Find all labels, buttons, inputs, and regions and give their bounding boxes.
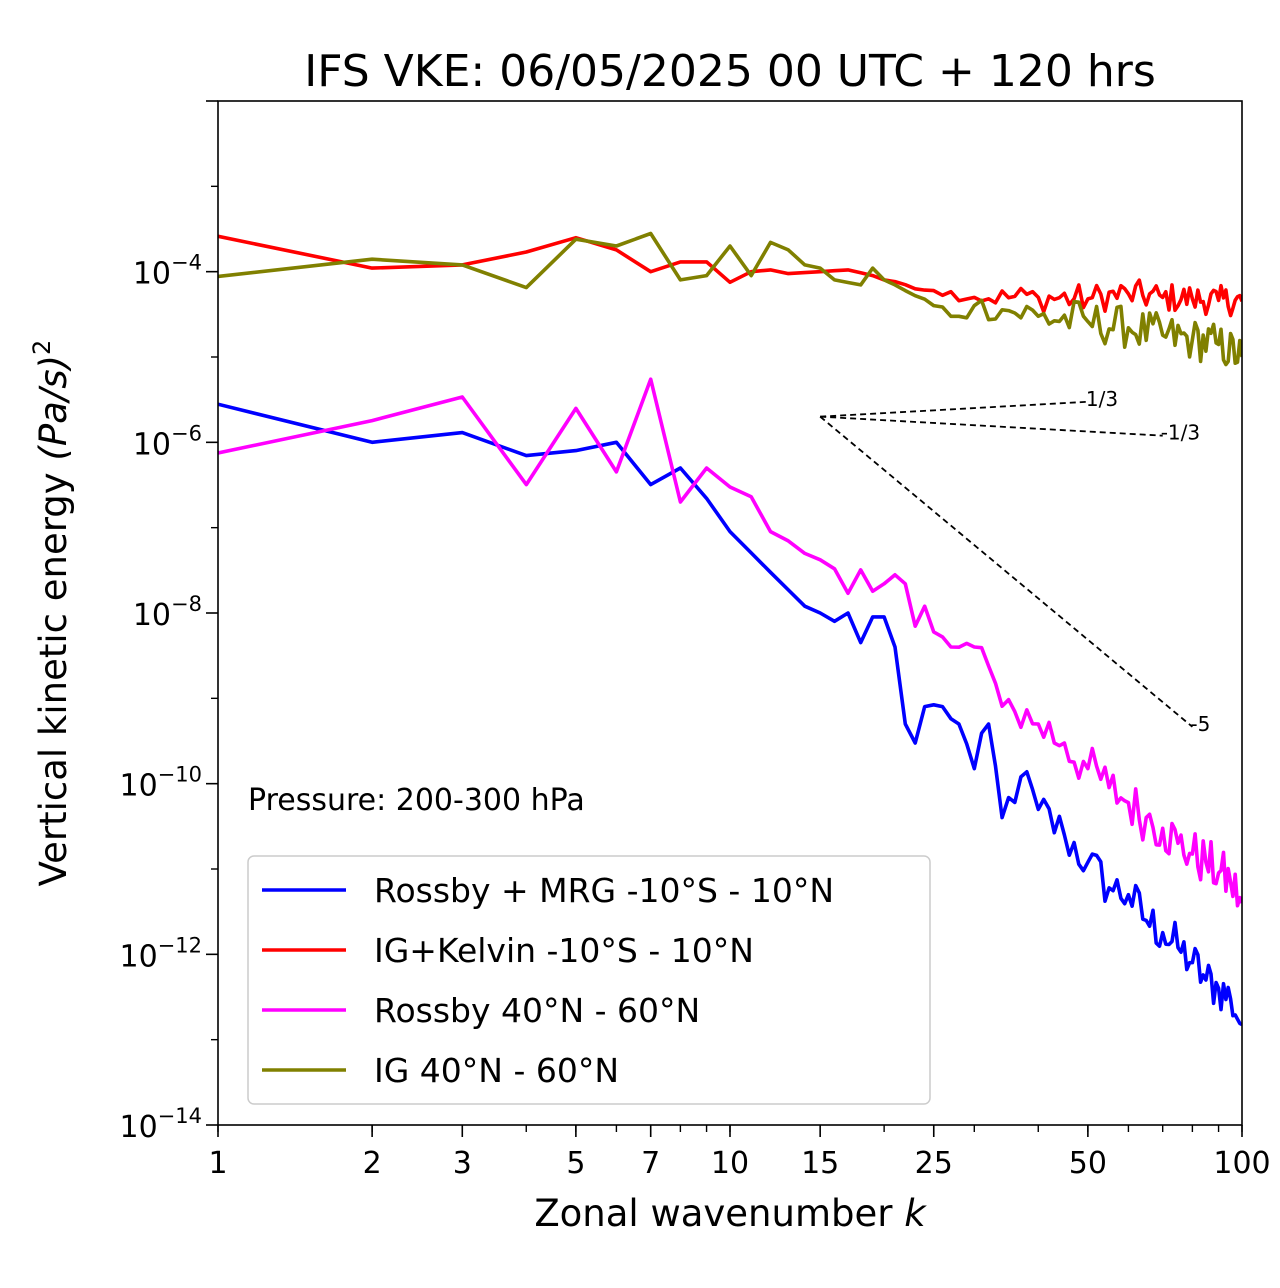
slope-label-2: -5 [1190, 712, 1210, 736]
y-tick-label: 10−6 [133, 421, 202, 462]
slope-label-1: -1/3 [1161, 421, 1200, 445]
pressure-annotation: Pressure: 200-300 hPa [248, 783, 585, 818]
x-tick-label: 10 [711, 1146, 749, 1181]
y-tick-label: 10−4 [133, 251, 202, 292]
legend-label-1: IG+Kelvin -10°S - 10°N [374, 931, 754, 970]
x-tick-label: 3 [453, 1146, 472, 1181]
x-tick-label: 15 [801, 1146, 839, 1181]
y-tick-label: 10−12 [119, 933, 202, 974]
x-tick-label: 100 [1213, 1146, 1270, 1181]
x-axis-ticks: 1 2 3 5 7 10 15 25 50 100 [208, 1125, 1271, 1181]
x-tick-label: 2 [363, 1146, 382, 1181]
x-axis-label-text: Zonal wavenumber [534, 1192, 904, 1235]
legend-label-3: IG 40°N - 60°N [374, 1051, 619, 1090]
x-tick-label: 50 [1069, 1146, 1107, 1181]
chart-title: IFS VKE: 06/05/2025 00 UTC + 120 hrs [304, 46, 1156, 97]
series-line-2 [218, 377, 1242, 908]
y-axis-label-var: (Pa/s) [32, 355, 75, 461]
y-axis-label-text: Vertical kinetic energy [32, 461, 75, 887]
slope-line-2 [819, 415, 1193, 728]
legend-label-0: Rossby + MRG -10°S - 10°N [374, 871, 834, 910]
x-tick-label: 7 [641, 1146, 660, 1181]
slope-label-0: 1/3 [1086, 387, 1118, 411]
x-tick-label: 5 [566, 1146, 585, 1181]
y-tick-label: 10−10 [119, 763, 202, 804]
y-tick-label: 10−14 [119, 1104, 202, 1145]
x-tick-label: 25 [915, 1146, 953, 1181]
slope-line-0 [820, 400, 1088, 418]
x-axis-label-var: k [904, 1192, 927, 1235]
legend-label-2: Rossby 40°N - 60°N [374, 991, 700, 1030]
plot-frame [217, 100, 1243, 1126]
series-line-1 [218, 234, 1242, 318]
slope-line-1 [820, 415, 1163, 437]
series-line-3 [218, 231, 1242, 367]
y-axis-ticks: 10−14 10−12 10−10 10−8 10−6 10−4 [119, 100, 218, 1145]
y-tick-label: 10−8 [133, 592, 202, 633]
reference-slopes: 1/3 -1/3 -5 [819, 387, 1210, 736]
series-line-0 [218, 402, 1242, 1027]
legend-items: Rossby + MRG -10°S - 10°N IG+Kelvin -10°S… [262, 871, 834, 1090]
series-layer [218, 231, 1242, 1027]
legend: Rossby + MRG -10°S - 10°N IG+Kelvin -10°S… [247, 855, 931, 1105]
y-axis-label: Vertical kinetic energy (Pa/s)2 [28, 340, 75, 887]
legend-box [247, 855, 931, 1105]
x-tick-label: 1 [208, 1146, 227, 1181]
x-axis-label: Zonal wavenumber k [534, 1192, 927, 1235]
y-axis-label-exp: 2 [28, 340, 56, 355]
